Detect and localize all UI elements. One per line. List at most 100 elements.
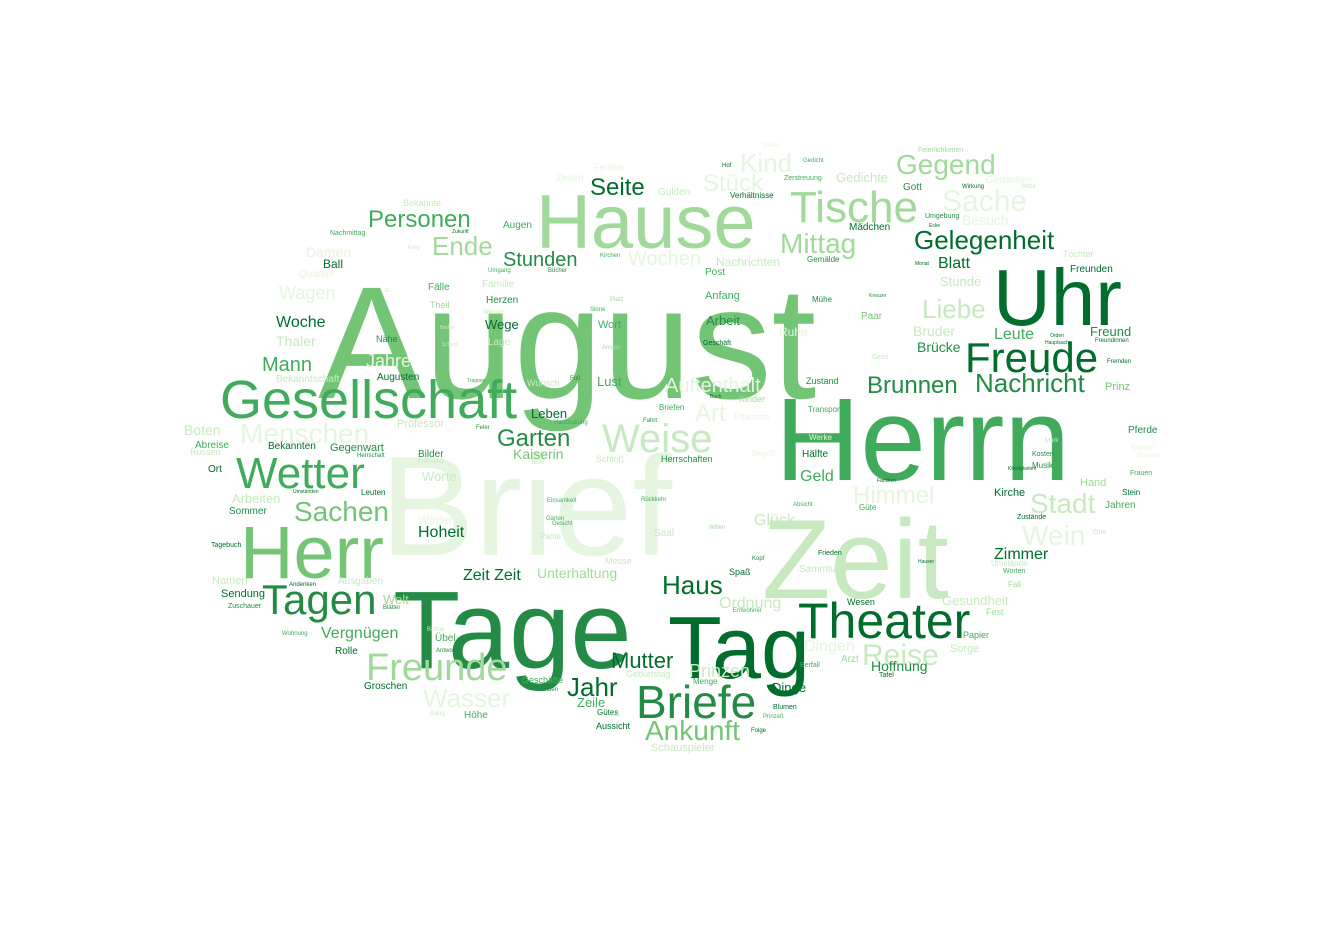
word-buhne: Bühne <box>427 627 445 633</box>
word-geschaft: Geschäft <box>703 340 731 347</box>
word-zerstreuung: Zerstreuung <box>784 175 822 182</box>
word-leuten: Leuten <box>361 488 385 497</box>
word-leute: Leute <box>994 326 1034 343</box>
word-stunden: Stunden <box>503 249 578 271</box>
word-fall: Fall <box>1008 580 1021 589</box>
word-bekanntschaft: Bekanntschaft <box>276 374 340 385</box>
word-kaiserin: Kaiserin <box>513 446 564 462</box>
word-wetter: Wetter <box>236 449 365 498</box>
word-handen: Händen <box>537 687 558 693</box>
word-zeiten: Zeiten <box>556 173 584 184</box>
word-haushaltung: Haushaltung <box>554 420 588 426</box>
word-wunsch: Wunsch <box>527 378 559 388</box>
word-orte: Orte <box>1093 529 1107 536</box>
word-transport: Transport <box>808 405 843 414</box>
word-mutter: Mutter <box>611 648 673 673</box>
word-geburtstag: Geburtstag <box>626 669 671 679</box>
word-frieden: Frieden <box>818 550 842 557</box>
word-wasser: Wasser <box>423 683 510 713</box>
word-brunnen: Brunnen <box>867 372 958 399</box>
word-umgebung: Umgebung <box>925 213 959 220</box>
word-schloss: Schloß <box>596 454 625 464</box>
word-stein: Stein <box>1122 488 1140 497</box>
word-gegend: Gegend <box>896 149 996 180</box>
word-ende: Ende <box>432 231 493 261</box>
word-personen: Personen <box>368 206 471 233</box>
word-geist: Geist <box>872 354 888 361</box>
word-anstalt: Anstalt <box>602 345 621 351</box>
word-messe: Messe <box>605 556 632 566</box>
word-kaiser: Kaiser <box>1131 443 1154 452</box>
word-kirche: Kirche <box>994 487 1025 499</box>
word-freude: Freude <box>965 334 1098 381</box>
word-zug: Zug <box>611 712 620 718</box>
word-mann: Mann <box>262 354 312 376</box>
word-jahre: Jahre <box>366 351 411 371</box>
word-sendung: Sendung <box>221 588 265 600</box>
word-zuschauer: Zuschauer <box>228 603 262 610</box>
word-herzen: Herzen <box>486 295 518 306</box>
word-blatt: Blatt <box>938 255 971 272</box>
word-mark: Mark <box>1045 438 1059 444</box>
word-zeile: Zeile <box>577 695 605 710</box>
word-kosten: Kosten <box>1032 451 1054 458</box>
word-trappen: Trappen <box>467 378 486 384</box>
word-worte: Worte <box>422 469 456 484</box>
word-zustand: Zustand <box>806 376 839 386</box>
word-ubel: Übel <box>435 632 456 644</box>
word-familien: Familien <box>877 478 896 484</box>
word-nahe: Nähe <box>376 334 398 344</box>
word-garten: Gärten <box>546 516 564 522</box>
word-muhe: Mühe <box>812 295 833 304</box>
word-umstanden: Umständen <box>293 489 319 495</box>
word-wagen: Wagen <box>279 283 335 303</box>
word-pflanzen: Pflanzen <box>734 412 769 422</box>
word-sinne: Sinne <box>590 307 606 313</box>
word-freunde: Freunde <box>366 647 508 689</box>
word-groschen: Groschen <box>364 681 407 692</box>
word-geld: Geld <box>800 468 834 485</box>
word-augen: Augen <box>503 220 532 231</box>
word-zimmer: Zimmer <box>994 546 1049 563</box>
word-falle: Fälle <box>428 282 450 293</box>
word-nachrichten: Nachrichten <box>716 255 780 269</box>
word-gesellschaft: Gesellschaft <box>220 370 517 430</box>
word-wort: Wort <box>598 319 621 331</box>
word-gute: Güte <box>859 503 877 512</box>
word-herrn: Herrn <box>775 374 1070 506</box>
word-blumen: Blumen <box>773 704 797 711</box>
word-tische: Tische <box>790 183 918 232</box>
word-vergnugen: Vergnügen <box>321 625 398 642</box>
word-jahren: Jahren <box>1105 500 1136 511</box>
word-zeit-zeit: Zeit Zeit <box>463 567 521 584</box>
word-ruckkehr: Rückkehr <box>641 497 666 503</box>
word-reise: Reise <box>862 639 939 672</box>
word-tagen: Tagen <box>262 576 376 623</box>
word-haus: Haus <box>662 570 723 600</box>
word-gelegenheit: Gelegenheit <box>914 225 1055 255</box>
word-kinder: Kinder <box>739 394 765 404</box>
word-schaden: Schaden <box>1137 453 1161 459</box>
word-gott: Gott <box>903 182 922 193</box>
word-wirkung: Wirkung <box>962 184 984 190</box>
word-freund: Freund <box>1090 324 1131 339</box>
word-ruhe: Ruhe <box>779 325 808 339</box>
word-rolle: Rolle <box>335 646 358 657</box>
word-blatter: Blätter <box>383 605 400 611</box>
word-gulden: Gulden <box>658 187 690 198</box>
word-kleinigkeiten: Kleinigkeiten <box>1008 466 1037 472</box>
word-familie: Familie <box>482 279 515 290</box>
word-fruhstuck: Frühstück <box>418 459 445 465</box>
word-buch: Buch <box>710 394 722 400</box>
word-fahrt: Fahrt <box>643 418 657 424</box>
word-damen: Damen <box>306 244 351 260</box>
word-briefe: Briefe <box>636 676 756 728</box>
word-kreuzer: Kreuzer <box>869 293 887 299</box>
word-abreise: Abreise <box>195 440 229 451</box>
word-orden: Orden <box>1050 333 1064 339</box>
word-wirtung: Wirtung <box>483 310 504 316</box>
word-menge: Menge <box>693 677 718 686</box>
word-winter: Winter <box>418 513 453 527</box>
